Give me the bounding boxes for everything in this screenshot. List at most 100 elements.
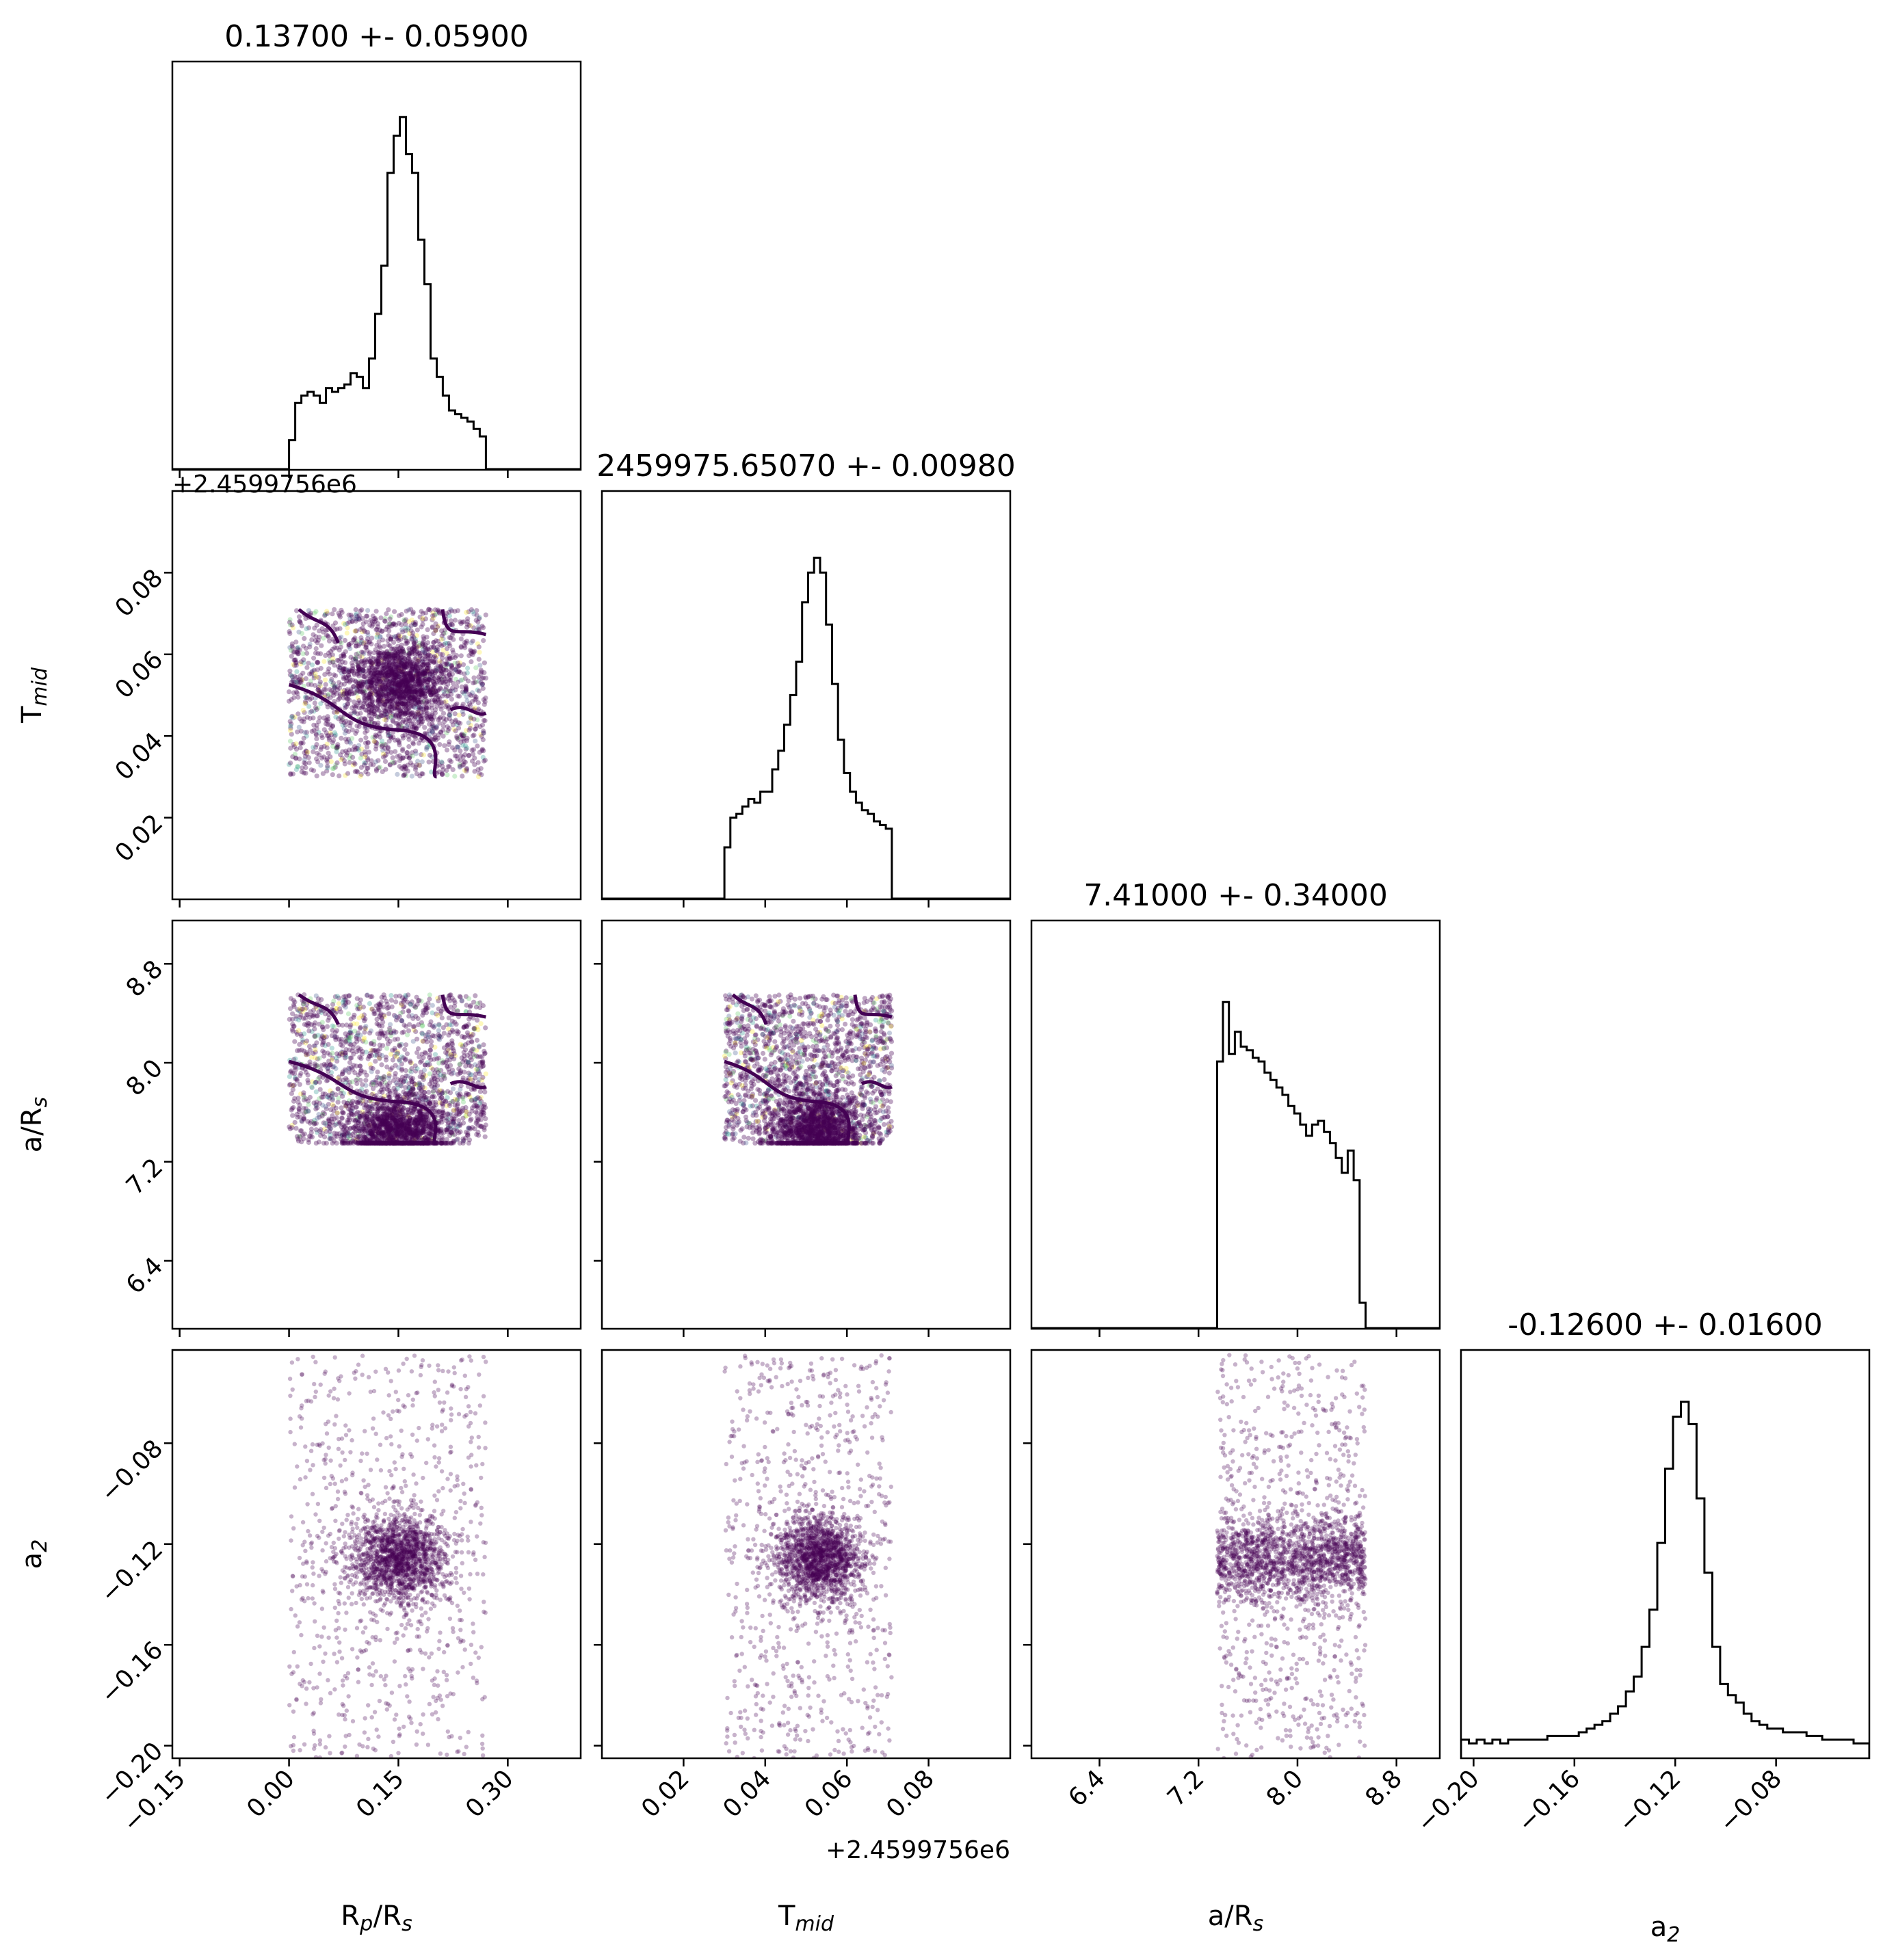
scatter-point (364, 1088, 369, 1094)
scatter-point (439, 659, 445, 665)
scatter-point (386, 659, 392, 665)
scatter-point (372, 668, 378, 674)
scatter-point (471, 625, 477, 631)
scatter-point (426, 1089, 432, 1095)
scatter-point (369, 694, 374, 700)
scatter-point (444, 730, 449, 736)
scatter-point (387, 704, 393, 710)
scatter-point (419, 710, 424, 715)
scatter-point (305, 1072, 311, 1078)
scatter-point (333, 732, 339, 738)
scatter-point (323, 1011, 328, 1017)
scatter-point (401, 1078, 406, 1084)
scatter-point (421, 670, 427, 676)
scatter-point (452, 1000, 458, 1005)
scatter-point (412, 1139, 417, 1145)
scatter-point (313, 993, 319, 998)
scatter-point (434, 668, 439, 674)
scatter-point (430, 730, 436, 735)
scatter-point (382, 656, 387, 661)
scatter-point (294, 680, 300, 685)
scatter-point (324, 1078, 330, 1084)
scatter-point (434, 659, 439, 665)
scatter-point (356, 685, 363, 690)
scatter-point (456, 1124, 461, 1129)
scatter-point (447, 656, 453, 661)
scatter-point (482, 1102, 488, 1107)
scatter-point (392, 698, 397, 703)
scatter-point (445, 689, 451, 694)
scatter-point (393, 1131, 399, 1137)
scatter-point (465, 1133, 471, 1138)
scatter-point (349, 705, 355, 711)
scatter-point (346, 669, 352, 674)
scatter-point (423, 1062, 428, 1068)
scatter-point (368, 1028, 374, 1033)
scatter-point (446, 1120, 451, 1126)
scatter-point (393, 721, 399, 726)
scatter-point (447, 992, 453, 998)
scatter-point (414, 771, 420, 777)
scatter-point (311, 749, 316, 754)
scatter-point (389, 1065, 395, 1071)
scatter-point (403, 994, 409, 1000)
scatter-point (399, 701, 406, 706)
scatter-point (464, 1023, 469, 1029)
scatter-point (401, 1122, 406, 1128)
scatter-point (412, 696, 417, 701)
scatter-point (388, 678, 394, 684)
scatter-point (409, 670, 414, 676)
scatter-point (296, 1107, 302, 1112)
scatter-point (365, 613, 370, 619)
scatter-point (385, 669, 391, 674)
scatter-point (359, 1013, 365, 1018)
scatter-point (369, 641, 374, 647)
scatter-point (414, 698, 421, 704)
scatter-point (352, 1012, 357, 1018)
scatter-point (298, 728, 304, 734)
scatter-point (430, 613, 436, 618)
scatter-point (295, 1028, 301, 1033)
scatter-point (382, 683, 388, 688)
scatter-point (389, 750, 394, 755)
scatter-point (297, 619, 302, 624)
scatter-point (407, 696, 413, 701)
scatter-point (393, 994, 399, 999)
scatter-point (347, 1035, 352, 1041)
scatter-point (386, 685, 393, 691)
scatter-point (401, 665, 408, 672)
scatter-point (314, 1014, 319, 1019)
scatter-point (384, 752, 389, 757)
scatter-point (406, 689, 412, 695)
scatter-point (389, 704, 395, 709)
scatter-point (469, 1097, 475, 1102)
scatter-point (379, 1122, 385, 1127)
scatter-point (381, 1121, 386, 1127)
scatter-point (375, 707, 380, 713)
scatter-point (293, 660, 299, 665)
scatter-point (397, 687, 403, 692)
scatter-point (347, 739, 352, 745)
scatter-point (334, 1006, 340, 1011)
scatter-point (429, 716, 434, 721)
scatter-point (399, 660, 404, 665)
scatter-point (304, 626, 309, 632)
scatter-point (317, 1022, 322, 1027)
scatter-point (344, 1077, 350, 1083)
scatter-point (369, 690, 375, 696)
scatter-point (402, 660, 408, 665)
scatter-point (363, 752, 369, 758)
scatter-point (462, 1070, 467, 1075)
scatter-point (354, 1141, 360, 1146)
scatter-point (412, 665, 418, 671)
scatter-point (448, 607, 453, 612)
scatter-point (446, 1066, 451, 1072)
scatter-point (354, 690, 360, 696)
scatter-point (458, 1087, 463, 1092)
scatter-point (312, 611, 317, 616)
scatter-point (345, 750, 350, 756)
scatter-point (295, 694, 301, 700)
scatter-point (301, 1106, 306, 1111)
scatter-point (339, 735, 344, 741)
scatter-point (372, 1131, 378, 1137)
